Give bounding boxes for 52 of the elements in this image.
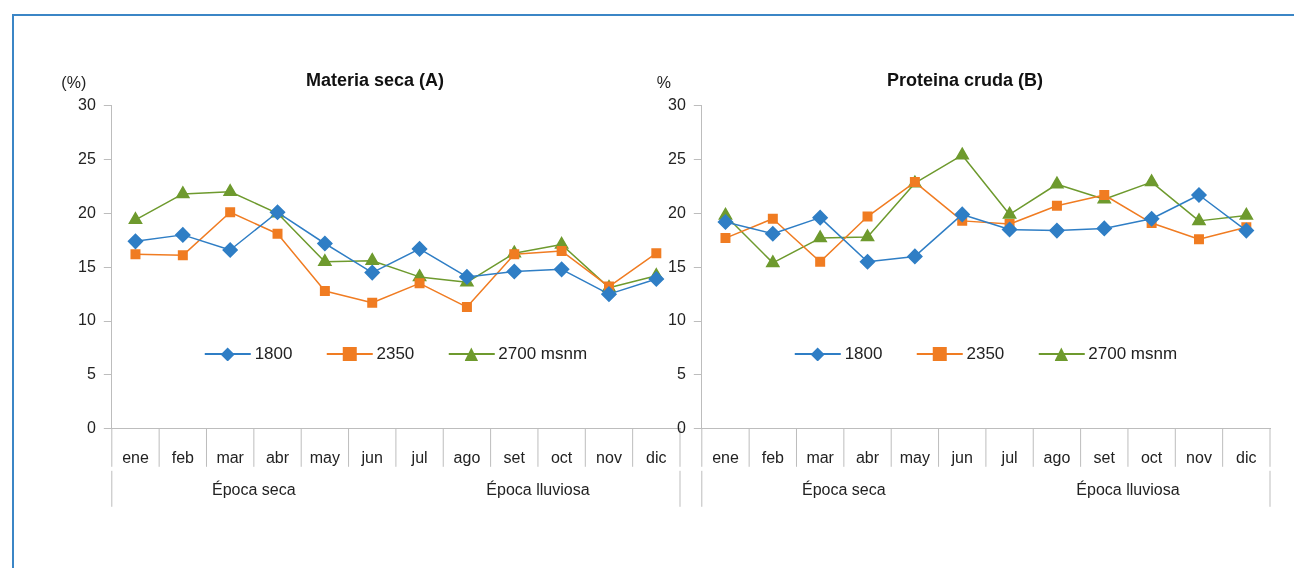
y-axis-title: % <box>656 74 671 92</box>
y-tick-label: 5 <box>86 365 96 383</box>
y-tick-label: 10 <box>668 311 686 329</box>
y-tick-label: 15 <box>78 257 96 275</box>
text: Época seca <box>802 480 886 499</box>
y-tick-label: 0 <box>676 419 686 437</box>
y-tick-label: 25 <box>78 149 96 167</box>
x-tick-label: jun <box>950 448 973 466</box>
x-tick-label: set <box>1093 448 1116 466</box>
x-tick-label: mar <box>216 448 245 466</box>
y-tick-label: 5 <box>676 365 686 383</box>
legend-label: 2350 <box>966 344 1005 365</box>
x-tick-label: ago <box>453 448 481 466</box>
x-tick-label: ene <box>122 448 149 466</box>
legend-label: 1800 <box>844 344 883 365</box>
x-tick-label: nov <box>1186 448 1212 466</box>
x-tick-label: dic <box>646 448 667 466</box>
x-tick-label: feb <box>171 448 195 466</box>
x-tick-label: may <box>309 448 340 466</box>
text: Época lluviosa <box>486 480 590 499</box>
y-tick-label: 20 <box>668 203 686 221</box>
legend-label: 2700 msnm <box>1088 344 1178 365</box>
x-tick-label: jul <box>1000 448 1018 466</box>
text: Época seca <box>212 480 296 499</box>
y-tick-label: 20 <box>78 203 96 221</box>
y-tick-label: 30 <box>668 96 686 114</box>
x-tick-label: mar <box>806 448 835 466</box>
x-tick-label: set <box>503 448 526 466</box>
x-tick-label: dic <box>1236 448 1257 466</box>
x-tick-label: ene <box>712 448 739 466</box>
y-tick-label: 25 <box>668 149 686 167</box>
y-axis-title: (%) <box>61 74 87 92</box>
x-tick-label: oct <box>1140 448 1163 466</box>
x-tick-label: may <box>899 448 930 466</box>
legend-label: 1800 <box>254 344 293 365</box>
y-tick-label: 10 <box>78 311 96 329</box>
legend-label: 2350 <box>376 344 415 365</box>
legend-label: 2700 msnm <box>498 344 588 365</box>
y-tick-label: 30 <box>78 96 96 114</box>
x-tick-label: abr <box>855 448 880 466</box>
chart-title: Materia seca (A) <box>305 69 445 90</box>
chart-title: Proteina cruda (B) <box>886 69 1044 90</box>
y-tick-label: 15 <box>668 257 686 275</box>
x-tick-label: nov <box>596 448 622 466</box>
y-tick-label: 0 <box>86 419 96 437</box>
x-tick-label: jul <box>410 448 428 466</box>
x-tick-label: ago <box>1043 448 1071 466</box>
x-tick-label: oct <box>550 448 573 466</box>
x-tick-label: jun <box>360 448 383 466</box>
text: Época lluviosa <box>1076 480 1180 499</box>
x-tick-label: abr <box>265 448 290 466</box>
x-tick-label: feb <box>761 448 785 466</box>
